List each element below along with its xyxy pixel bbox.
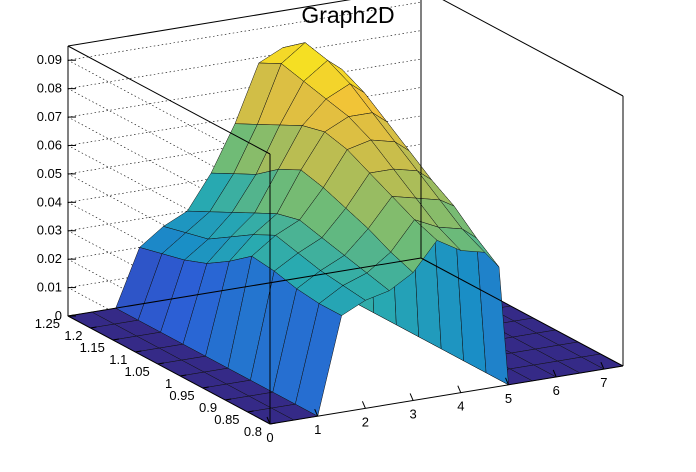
z-tick-label: 0.02 — [37, 251, 62, 266]
x-tick-label: 2 — [362, 414, 369, 429]
x-tick — [600, 361, 605, 370]
box-edge — [67, 257, 422, 317]
z-tick-label: 0.08 — [37, 81, 62, 96]
y-tick-label: 0.9 — [199, 400, 217, 415]
y-tick-label: 0.95 — [169, 388, 194, 403]
z-tick-label: 0.01 — [37, 280, 62, 295]
box-edge — [269, 365, 624, 425]
x-tick — [361, 401, 366, 409]
y-tick-label: 1.2 — [64, 328, 82, 343]
box-edge — [67, 315, 271, 425]
x-tick-label: 1 — [314, 422, 321, 437]
box-edge — [67, 0, 352, 47]
x-tick — [266, 416, 271, 425]
box-edge — [420, 257, 624, 367]
y-tick-label: 1 — [165, 376, 172, 391]
x-tick-label: 0 — [266, 430, 273, 445]
y-tick-labels: 0.8 0.850.9 0.951 1.051.1 1.151.2 1.25 — [35, 314, 277, 439]
y-tick — [225, 398, 232, 401]
x-tick-label: 3 — [409, 406, 416, 421]
chart-title: Graph2D — [301, 2, 395, 28]
box-edge — [67, 45, 271, 155]
y-tick — [202, 386, 209, 389]
y-tick-label: 0.8 — [244, 424, 262, 439]
x-tick — [314, 408, 319, 417]
x-tick-label: 6 — [553, 383, 560, 398]
y-tick-label: 1.15 — [80, 340, 105, 355]
z-tick-label: 0.06 — [37, 137, 62, 152]
x-tick-label: 7 — [600, 375, 607, 390]
y-tick — [247, 410, 254, 413]
box-edge — [442, 0, 624, 97]
y-tick — [269, 422, 277, 425]
x-tick — [552, 369, 557, 378]
z-tick-label: 0.04 — [37, 194, 62, 209]
x-tick — [457, 385, 462, 393]
y-tick — [112, 338, 119, 341]
z-tick-label: 0.05 — [37, 166, 62, 181]
x-tick-label: 5 — [505, 391, 512, 406]
x-tick-label: 4 — [457, 399, 464, 414]
y-tick — [90, 326, 97, 329]
z-tick-label: 0 — [55, 308, 62, 323]
z-tick-label: 0.07 — [37, 109, 62, 124]
z-tick-label: 0.09 — [37, 52, 62, 67]
y-tick — [135, 350, 142, 353]
surface-layer — [67, 42, 624, 425]
y-tick — [157, 362, 164, 365]
y-tick-label: 1.25 — [35, 316, 60, 331]
y-tick-label: 0.85 — [214, 412, 239, 427]
frame-layer — [67, 0, 624, 425]
x-tick — [409, 393, 414, 401]
y-tick-label: 1.05 — [124, 364, 149, 379]
y-tick-label: 1.1 — [109, 352, 127, 367]
z-tick-labels: 0 0.01 0.02 0.03 0.04 0.05 0.06 0.07 0.08 0.09 — [37, 52, 76, 323]
y-tick — [180, 374, 187, 377]
y-tick — [67, 314, 75, 317]
z-tick-label: 0.03 — [37, 223, 62, 238]
x-tick-labels: 0 1 2 3 4 5 6 7 — [266, 361, 608, 445]
x-tick — [505, 377, 509, 386]
